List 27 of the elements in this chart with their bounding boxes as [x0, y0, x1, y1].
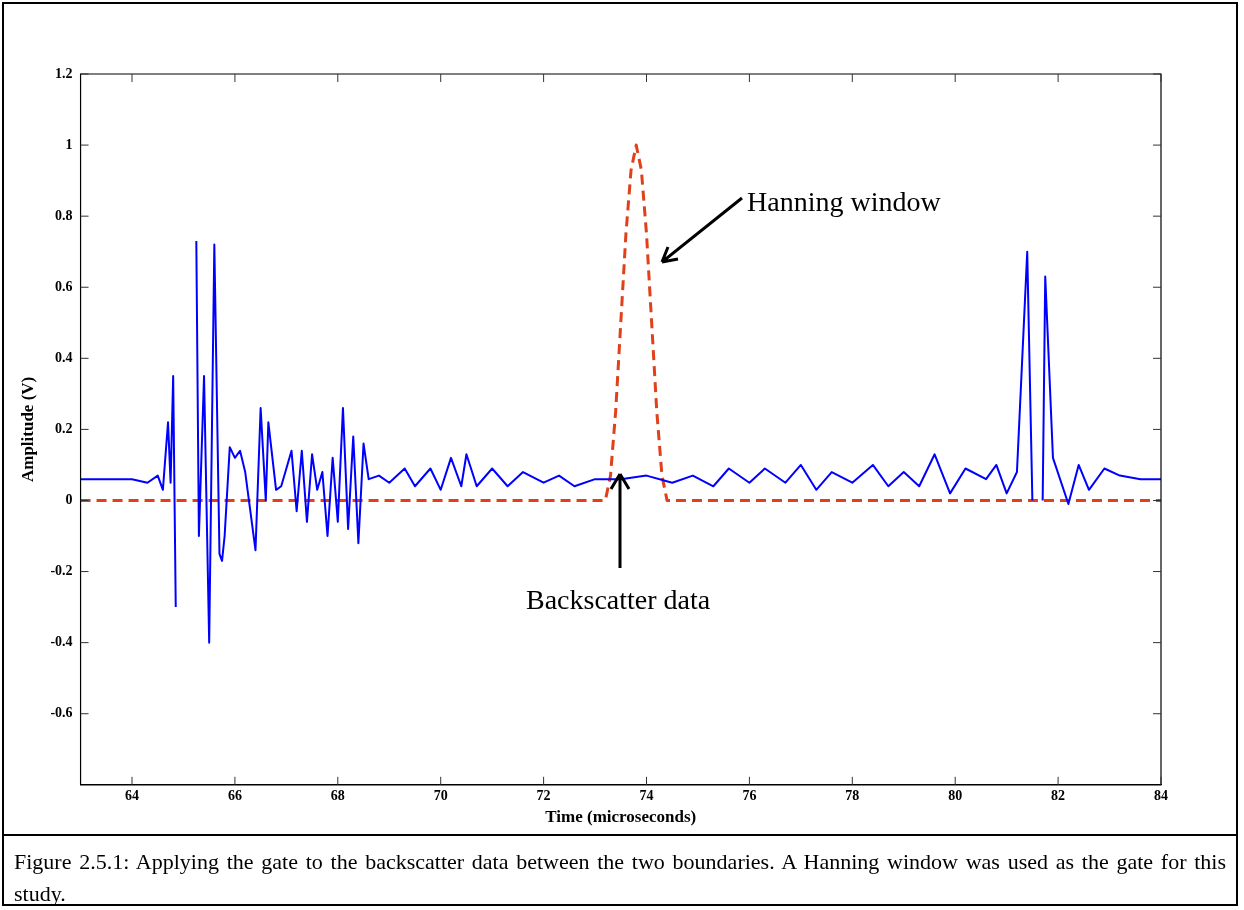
y-tick-label: 0.4 — [55, 349, 73, 365]
x-tick-label: 70 — [433, 787, 448, 803]
x-tick-label: 80 — [948, 787, 963, 803]
x-axis-title: Time (microseconds) — [545, 807, 697, 827]
y-tick-label: -0.4 — [50, 634, 73, 650]
annotation: Hanning window — [747, 186, 941, 218]
line-series — [80, 143, 1161, 502]
x-tick-label: 82 — [1051, 787, 1066, 803]
x-tick-label: 78 — [845, 787, 860, 803]
x-tick-label: 84 — [1154, 787, 1168, 803]
y-tick-label: 0.6 — [55, 278, 73, 294]
y-tick-label: -0.6 — [50, 705, 73, 721]
x-tick-label: 72 — [536, 787, 551, 803]
x-tick-label: 64 — [125, 787, 140, 803]
y-tick-label: 0.8 — [55, 207, 73, 223]
annotation: Backscatter data — [526, 584, 711, 616]
caption: Figure 2.5.1: Applying the gate to the backscatter data between the two boundaries. A Hanning window was used as the gate for this study. — [4, 834, 1236, 910]
y-tick-label: 0.2 — [55, 421, 73, 437]
x-tick-label: 76 — [742, 787, 757, 803]
y-tick-label: -0.2 — [50, 563, 73, 579]
x-tick-label: 74 — [639, 787, 654, 803]
y-tick-label: 1.2 — [55, 65, 73, 81]
x-tick-label: 66 — [227, 787, 242, 803]
x-tick-label: 68 — [330, 787, 345, 803]
y-axis-title: Amplitude (V) — [17, 376, 37, 483]
y-tick-label: 0 — [65, 492, 73, 508]
y-tick-label: 1 — [65, 136, 73, 152]
